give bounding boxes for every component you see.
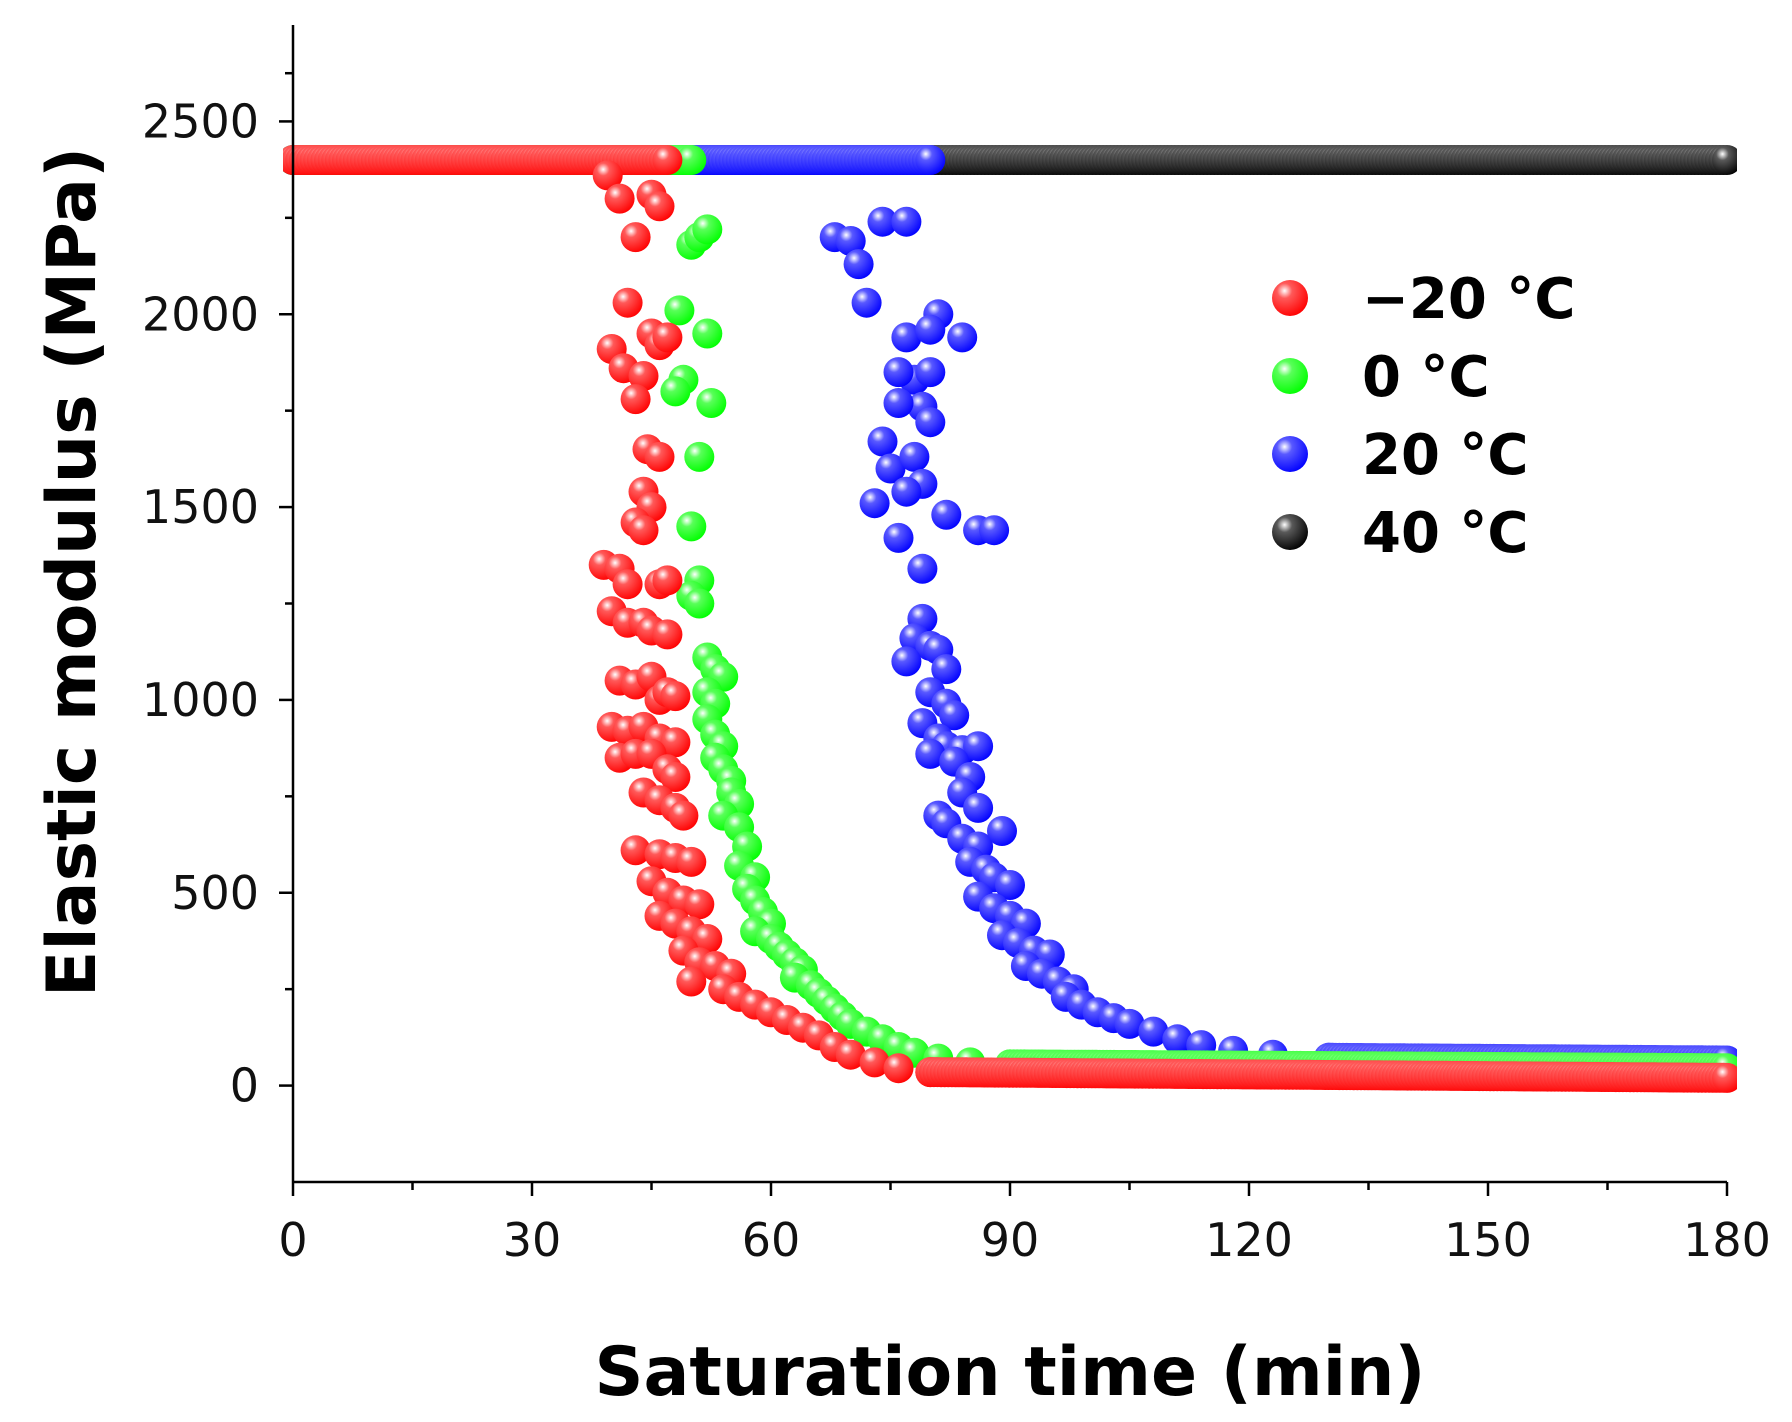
data-point: [963, 792, 994, 823]
data-point: [907, 553, 938, 584]
data-point: [891, 322, 922, 353]
data-point: [931, 499, 962, 530]
legend-marker: [1272, 514, 1308, 550]
data-point: [676, 966, 707, 997]
x-tick-label: 90: [981, 1213, 1040, 1267]
plot-area: [283, 145, 1737, 1093]
data-point: [835, 1039, 866, 1070]
data-point: [915, 407, 946, 438]
data-point: [684, 441, 715, 472]
data-point: [915, 314, 946, 345]
data-point: [883, 357, 914, 388]
y-tick-label: 0: [230, 1059, 259, 1113]
data-point: [696, 388, 727, 418]
data-point: [660, 681, 691, 712]
data-point: [915, 738, 946, 769]
data-point: [867, 426, 898, 457]
data-point: [620, 835, 651, 866]
data-point: [676, 846, 707, 877]
data-point: [859, 488, 890, 519]
series--20-C-markers: [283, 145, 1737, 1093]
plateau-point: [676, 145, 707, 175]
data-point: [668, 800, 699, 831]
x-tick-label: 120: [1205, 1213, 1293, 1267]
legend-marker: [1272, 436, 1308, 472]
legend-marker: [1272, 280, 1308, 316]
data-point: [604, 183, 635, 214]
data-point: [995, 870, 1025, 900]
data-point: [684, 889, 715, 920]
x-tick-label: 150: [1444, 1213, 1532, 1267]
y-axis-title: Elastic modulus (MPa): [33, 147, 112, 997]
tail-point: [1712, 1062, 1737, 1093]
data-point: [843, 249, 874, 280]
legend-label: 0 °C: [1362, 345, 1490, 410]
data-point: [867, 206, 898, 237]
data-point: [676, 511, 707, 542]
x-tick-label: 180: [1683, 1213, 1771, 1267]
x-tick-label: 0: [278, 1213, 307, 1267]
data-point: [612, 569, 643, 600]
data-point: [660, 727, 691, 758]
data-point: [875, 453, 906, 484]
data-point: [1114, 1008, 1145, 1039]
legend-marker: [1272, 358, 1308, 394]
plateau-point: [915, 145, 946, 175]
data-point: [1138, 1016, 1169, 1047]
data-point: [644, 441, 675, 472]
data-point: [660, 762, 691, 792]
data-point: [692, 318, 723, 349]
data-point: [664, 295, 695, 326]
data-point: [620, 384, 651, 415]
y-tick-label: 1500: [142, 480, 259, 534]
data-point: [851, 287, 882, 318]
data-point: [891, 206, 922, 237]
data-point: [899, 441, 930, 472]
data-point: [684, 588, 715, 619]
data-point: [628, 361, 659, 391]
data-point: [652, 322, 683, 353]
data-point: [652, 619, 683, 650]
axes: 0 30 60 90 120 150 180 0 500 1000 1500 2000 2500: [142, 25, 1771, 1267]
legend-label: 20 °C: [1362, 423, 1529, 488]
data-point: [652, 565, 683, 596]
plateau-point: [1712, 145, 1737, 175]
data-point: [963, 731, 994, 762]
data-point: [592, 160, 623, 191]
data-point: [1162, 1024, 1193, 1055]
data-point: [979, 515, 1010, 546]
data-point: [891, 646, 922, 677]
data-point: [883, 1053, 914, 1084]
data-point: [883, 388, 914, 418]
plateau-point: [652, 145, 683, 175]
data-point: [891, 476, 922, 507]
y-tick-label: 2500: [142, 94, 259, 148]
data-point: [987, 816, 1017, 846]
data-point: [859, 1047, 890, 1078]
data-point: [644, 191, 675, 222]
data-point: [692, 214, 723, 245]
data-point: [883, 522, 914, 553]
x-tick-label: 30: [503, 1213, 562, 1267]
data-point: [620, 222, 651, 253]
y-tick-label: 1000: [142, 673, 259, 727]
data-point: [931, 654, 962, 685]
legend-label: −20 °C: [1362, 267, 1575, 332]
data-point: [628, 515, 659, 546]
data-point: [612, 287, 643, 318]
data-point: [692, 924, 723, 954]
y-tick-label: 2000: [142, 287, 259, 341]
data-point: [939, 700, 970, 731]
data-point: [947, 322, 978, 353]
data-point: [915, 357, 946, 388]
data-point: [835, 226, 866, 256]
legend-label: 40 °C: [1362, 501, 1529, 566]
legend: −20 °C 0 °C 20 °C 40 °C: [1272, 267, 1575, 566]
x-axis-title: Saturation time (min): [594, 1333, 1425, 1412]
x-tick-label: 60: [742, 1213, 801, 1267]
data-point: [660, 376, 691, 407]
y-tick-label: 500: [171, 866, 259, 920]
